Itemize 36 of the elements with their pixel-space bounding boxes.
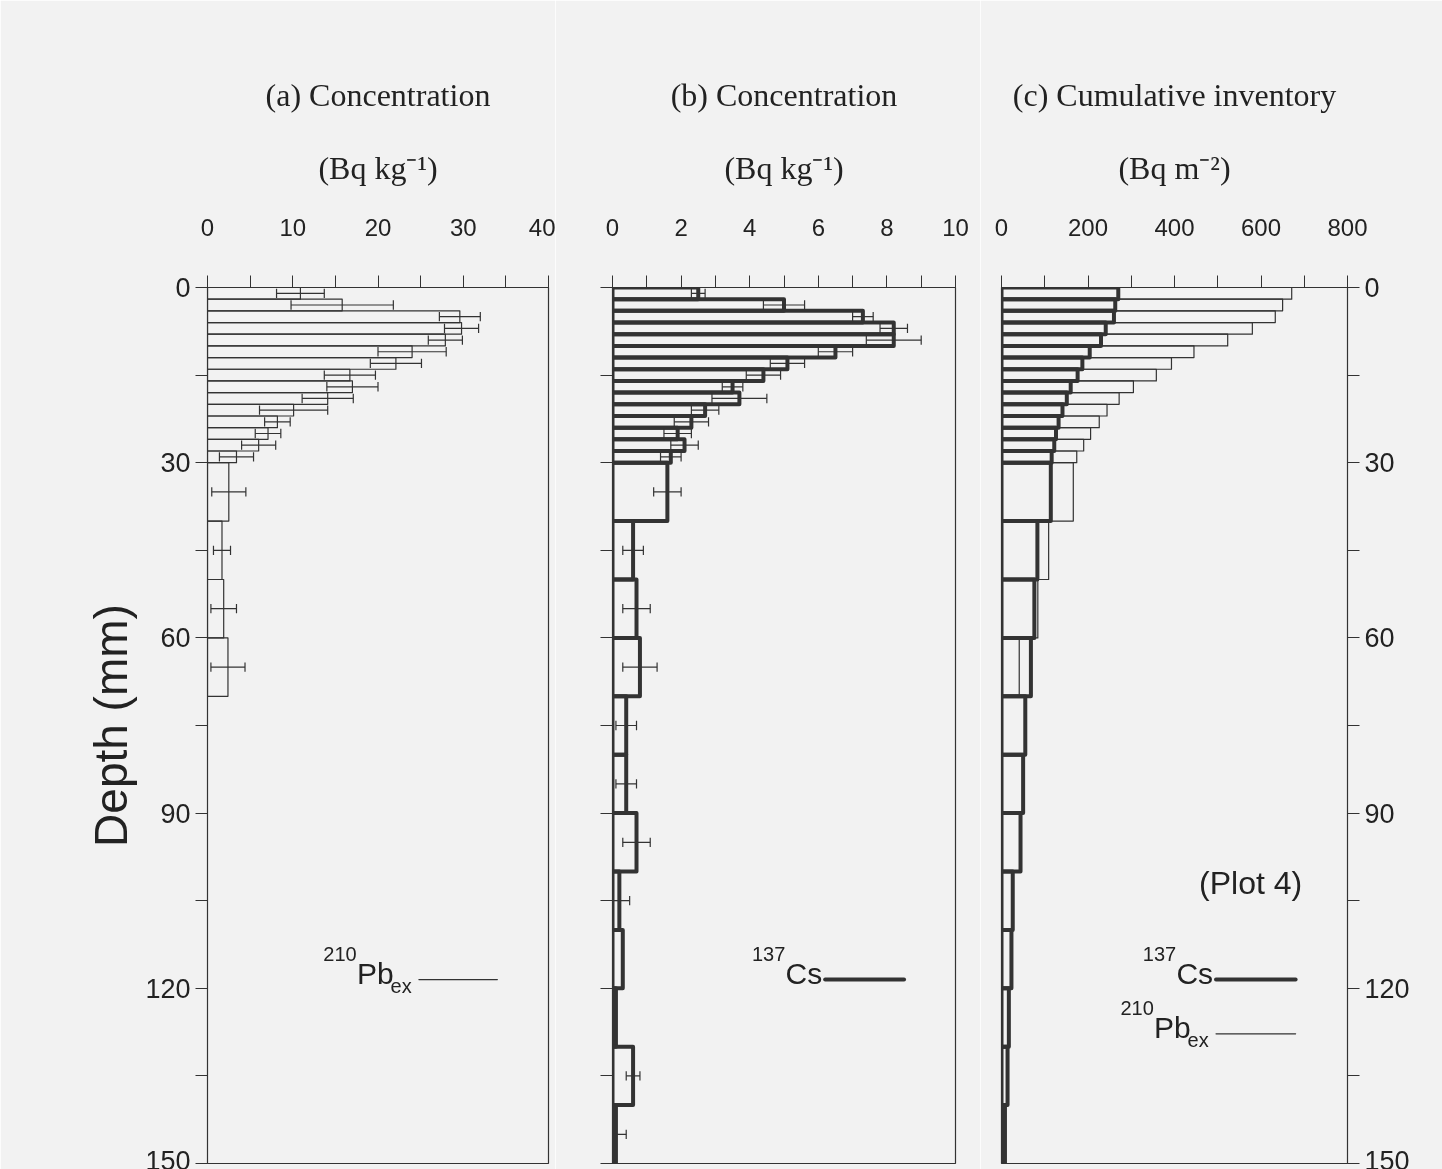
y-tick-label: 90: [160, 798, 191, 829]
annotation: (Plot 4): [1199, 865, 1303, 902]
x-tick-label: 4: [743, 213, 757, 241]
chart-subtitle: (Bq kg⁻¹): [318, 149, 438, 186]
y-tick-label: 90: [1364, 798, 1395, 829]
x-tick-label: 600: [1240, 213, 1282, 241]
x-tick-label: 400: [1154, 213, 1195, 241]
x-tick-label: 20: [364, 213, 392, 241]
y-axis-title: Depth (mm): [85, 604, 138, 847]
chart-title: (a) Concentration: [265, 76, 491, 113]
x-tick-label: 10: [942, 213, 969, 241]
x-tick-label: 0: [200, 213, 215, 241]
chart-subtitle: (Bq kg⁻¹): [724, 149, 844, 186]
y-tick-label: 60: [160, 623, 191, 654]
y-tick-label: 0: [1364, 273, 1380, 303]
y-tick-label: 30: [160, 448, 191, 479]
y-tick-label: 120: [145, 973, 191, 1004]
x-tick-label: 2: [674, 213, 688, 241]
chart-title: (b) Concentration: [670, 76, 898, 113]
x-tick-label: 10: [279, 213, 307, 241]
y-tick-label: 30: [1364, 448, 1395, 479]
y-tick-label: 120: [1364, 973, 1410, 1004]
x-tick-label: 0: [605, 213, 620, 241]
x-tick-label: 800: [1327, 213, 1368, 241]
x-tick-label: 30: [449, 213, 477, 241]
y-tick-label: 150: [1364, 1145, 1410, 1169]
x-tick-label: 8: [880, 213, 894, 241]
x-tick-label: 6: [811, 213, 825, 241]
x-tick-label: 0: [994, 213, 1009, 241]
y-tick-label: 150: [145, 1145, 191, 1169]
x-tick-label: 40: [528, 213, 556, 241]
y-tick-label: 0: [175, 273, 191, 303]
x-tick-label: 200: [1067, 213, 1109, 241]
chart-title: (c) Cumulative inventory: [1012, 76, 1337, 113]
chart-subtitle: (Bq m⁻²): [1118, 149, 1231, 186]
y-tick-label: 60: [1364, 623, 1395, 654]
